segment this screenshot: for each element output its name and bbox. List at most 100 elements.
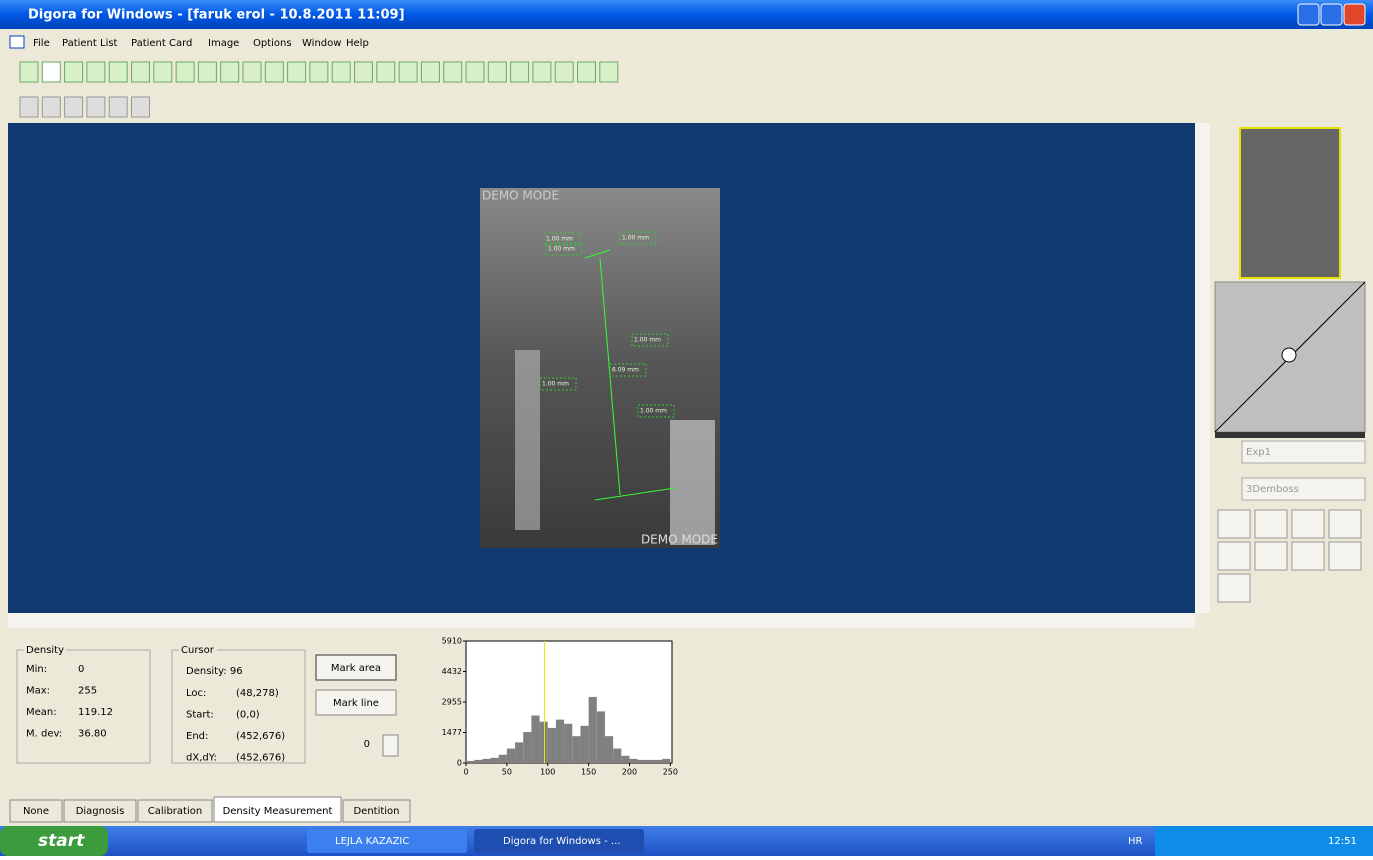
tool-button[interactable] [176, 62, 194, 82]
tool-button[interactable] [87, 62, 105, 82]
horizontal-scrollbar[interactable] [8, 613, 1195, 628]
tool-button[interactable] [20, 62, 38, 82]
histogram-bar [507, 749, 515, 763]
taskbar-label: LEJLA KAZAZIC [335, 836, 409, 847]
tool-button[interactable] [310, 62, 328, 82]
tool-button[interactable] [444, 62, 462, 82]
histogram-bar [491, 758, 499, 763]
histogram-bar [515, 742, 523, 763]
annotation: 1.00 mm [548, 246, 575, 253]
spinner[interactable] [383, 735, 398, 756]
menu-item[interactable]: File [33, 38, 50, 49]
menu-item[interactable]: Help [346, 38, 369, 49]
tool-button[interactable] [154, 62, 172, 82]
tool-button[interactable] [1218, 510, 1250, 538]
histogram-bar [523, 732, 531, 763]
tool-button[interactable] [355, 62, 373, 82]
tool-button[interactable] [288, 62, 306, 82]
tool-button[interactable] [578, 62, 596, 82]
tool-button[interactable] [243, 62, 261, 82]
tool-button[interactable] [511, 62, 529, 82]
tool-button[interactable] [42, 97, 60, 117]
histogram-bar [474, 760, 482, 763]
tool-button[interactable] [42, 62, 60, 82]
y-tick-label: 4432 [442, 667, 462, 676]
tab-label: Density Measurement [223, 806, 333, 817]
tool-button[interactable] [466, 62, 484, 82]
menu-item[interactable]: Window [302, 38, 341, 49]
vertical-scrollbar[interactable] [1195, 123, 1210, 613]
tool-button[interactable] [1255, 510, 1287, 538]
histogram-bar [499, 755, 507, 763]
tool-button[interactable] [533, 62, 551, 82]
tool-button[interactable] [198, 62, 216, 82]
x-tick-label: 0 [463, 768, 468, 777]
histogram-bar [605, 736, 613, 763]
tool-button[interactable] [332, 62, 350, 82]
readout-label: dX,dY: [186, 753, 217, 764]
y-tick-label: 0 [457, 759, 462, 768]
tab-strip: NoneDiagnosisCalibrationDensity Measurem… [10, 797, 410, 822]
histogram-bar [662, 759, 670, 763]
tool-button[interactable] [109, 62, 127, 82]
histogram-bar [621, 756, 629, 763]
tool-button[interactable] [1329, 542, 1361, 570]
histogram-bar [556, 720, 564, 763]
tool-button[interactable] [399, 62, 417, 82]
tool-button[interactable] [132, 62, 150, 82]
histogram-bar [482, 759, 490, 763]
tool-button[interactable] [1292, 510, 1324, 538]
histogram-bar [613, 749, 621, 763]
readout-value: 0 [78, 664, 84, 675]
tool-button[interactable] [377, 62, 395, 82]
minimize-button[interactable] [1298, 4, 1319, 25]
tool-button[interactable] [221, 62, 239, 82]
tool-button[interactable] [109, 97, 127, 117]
watermark: DEMO MODE [482, 189, 559, 203]
tab-label: None [23, 806, 49, 817]
histogram-bar [638, 760, 646, 763]
thumbnail[interactable] [1240, 128, 1340, 278]
tool-button[interactable] [600, 62, 618, 82]
tool-button[interactable] [87, 97, 105, 117]
menu-item[interactable]: Options [253, 38, 292, 49]
tool-button[interactable] [1218, 574, 1250, 602]
button-label: Mark area [331, 663, 381, 674]
readout-value: (452,676) [236, 731, 285, 742]
tool-button[interactable] [132, 97, 150, 117]
group-title: Density [26, 645, 64, 656]
close-button[interactable] [1344, 4, 1365, 25]
tool-button[interactable] [65, 62, 83, 82]
tool-button[interactable] [20, 97, 38, 117]
histogram-bar [629, 759, 637, 763]
tool-button[interactable] [488, 62, 506, 82]
menu-item[interactable]: Image [208, 38, 239, 49]
group-title: Cursor [181, 645, 215, 656]
maximize-button[interactable] [1321, 4, 1342, 25]
annotation: 1.00 mm [622, 235, 649, 242]
clock: 12:51 [1328, 836, 1357, 847]
histogram-bar [597, 711, 605, 763]
tool-button[interactable] [555, 62, 573, 82]
tooth-crown [670, 420, 715, 545]
annotation: 1.00 mm [640, 408, 667, 415]
histogram-bar [564, 724, 572, 763]
tool-button[interactable] [421, 62, 439, 82]
tool-button[interactable] [1218, 542, 1250, 570]
readout-label: M. dev: [26, 729, 62, 740]
tool-button[interactable] [1329, 510, 1361, 538]
taskbar-label: Digora for Windows - ... [503, 836, 620, 847]
menu-item[interactable]: Patient Card [131, 38, 192, 49]
doc-icon [10, 36, 24, 48]
tab-label: Calibration [148, 806, 202, 817]
tool-button[interactable] [1292, 542, 1324, 570]
annotation: 1.00 mm [634, 337, 661, 344]
start-label: start [38, 831, 85, 851]
menu-item[interactable]: Patient List [62, 38, 118, 49]
tool-button[interactable] [1255, 542, 1287, 570]
tool-button[interactable] [265, 62, 283, 82]
curve-handle[interactable] [1282, 348, 1296, 362]
readout-label: End: [186, 731, 208, 742]
annotation: 1.00 mm [546, 236, 573, 243]
tool-button[interactable] [65, 97, 83, 117]
